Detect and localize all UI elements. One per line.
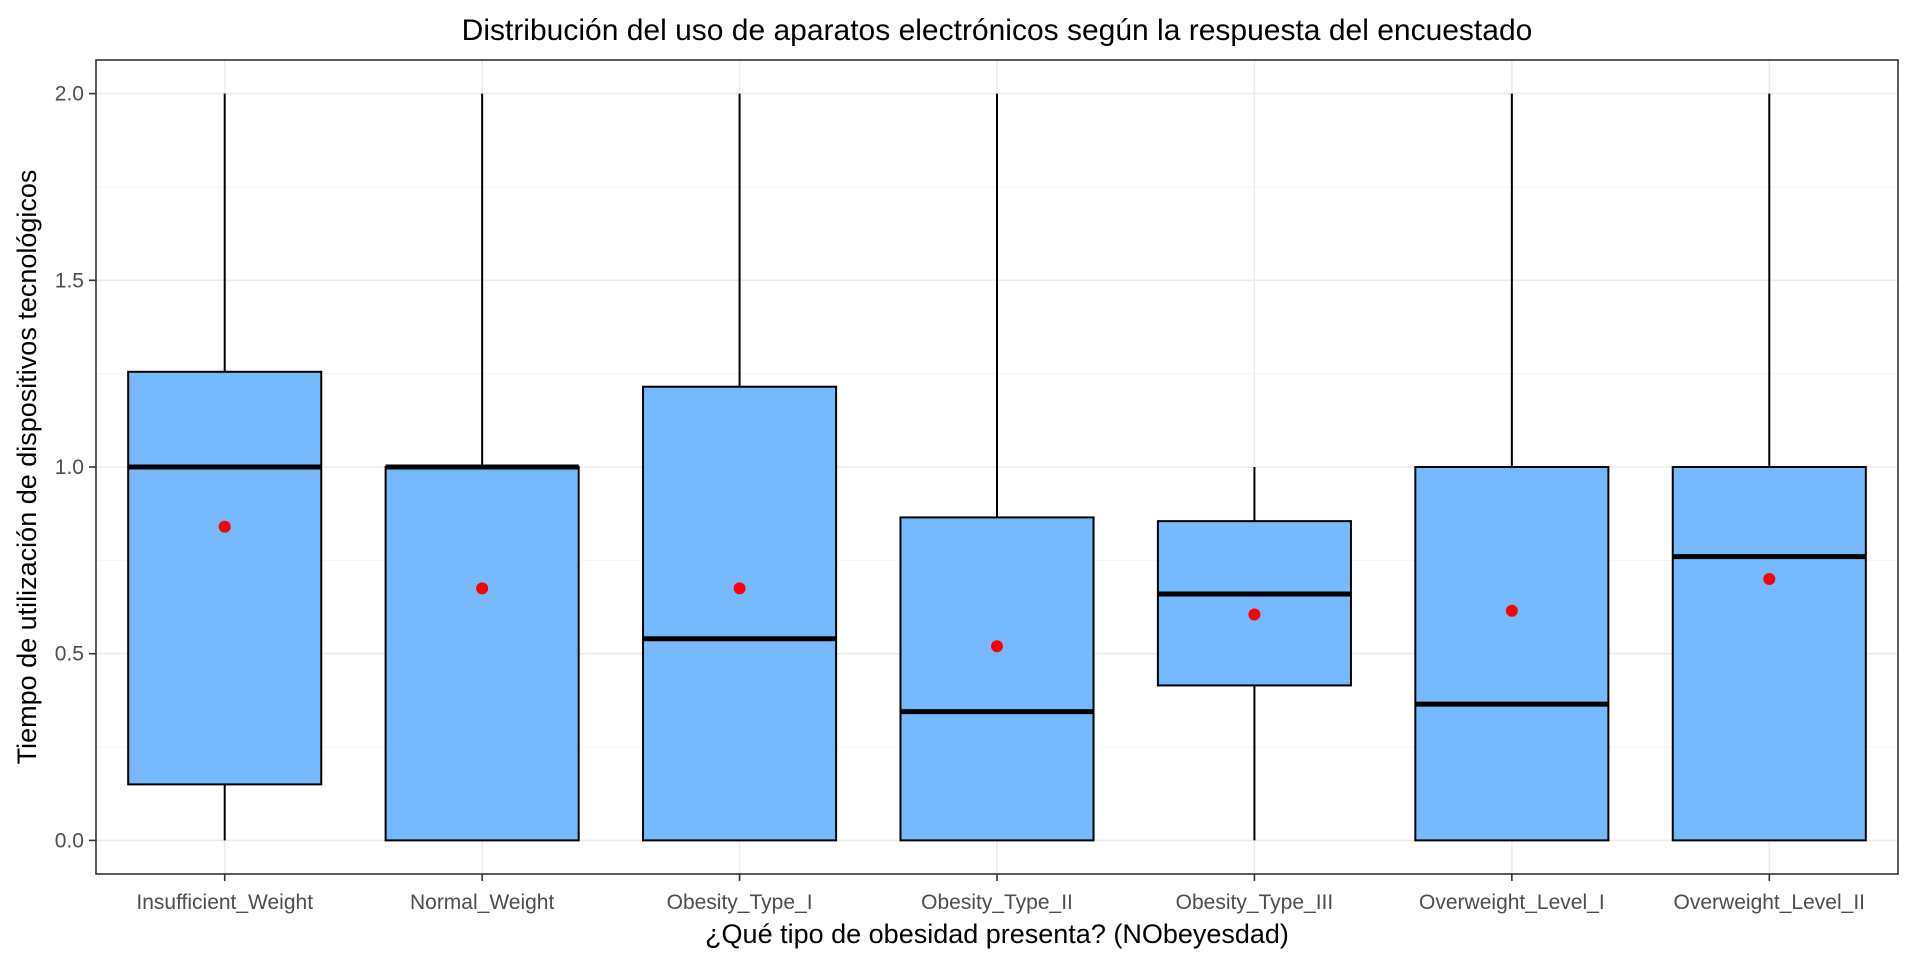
mean-point [991, 640, 1003, 653]
box-rect [642, 385, 838, 842]
y-tick-label: 0.0 [55, 829, 84, 852]
y-tick-label: 1.5 [55, 269, 84, 292]
box-rect [899, 516, 1095, 842]
y-tick-label: 2.0 [55, 83, 84, 106]
mean-point [1505, 604, 1518, 617]
x-tick-label: Overweight_Level_I [1419, 891, 1605, 914]
box-Overweight_Level_I [1414, 93, 1610, 842]
box-layer [127, 93, 1867, 842]
x-axis-title: ¿Qué tipo de obesidad presenta? (NObeyes… [705, 919, 1289, 949]
mean-point [218, 520, 231, 533]
box-rect [127, 370, 323, 786]
mean-point [1248, 608, 1261, 621]
box-Normal_Weight [384, 93, 580, 842]
x-tick-label: Obesity_Type_III [1176, 891, 1334, 914]
x-tick-label: Obesity_Type_I [667, 891, 813, 914]
y-axis: 0.0 0.5 1.0 1.5 2.0 [55, 83, 96, 852]
x-axis: Insufficient_Weight Normal_Weight Obesity_… [136, 874, 1865, 914]
y-axis-title: Tiempo de utilización de dispositivos te… [12, 170, 42, 765]
chart-title: Distribución del uso de aparatos electró… [462, 14, 1533, 47]
box-Obesity_Type_III [1156, 467, 1352, 841]
box-Obesity_Type_II [899, 93, 1095, 842]
mean-point [733, 582, 746, 595]
x-tick-label: Obesity_Type_II [921, 891, 1073, 914]
x-tick-label: Overweight_Level_II [1674, 891, 1865, 914]
box-Overweight_Level_II [1671, 93, 1867, 842]
box-rect [384, 466, 580, 842]
y-tick-label: 1.0 [55, 456, 84, 479]
mean-point [1763, 573, 1776, 586]
box-rect [1156, 520, 1352, 687]
box-rect [1414, 466, 1610, 842]
box-Obesity_Type_I [642, 93, 838, 842]
y-tick-label: 0.5 [55, 643, 84, 666]
box-Insufficient_Weight [127, 93, 323, 841]
x-tick-label: Insufficient_Weight [136, 891, 313, 914]
x-tick-label: Normal_Weight [410, 891, 554, 914]
box-rect [1671, 466, 1867, 842]
mean-point [476, 582, 489, 595]
